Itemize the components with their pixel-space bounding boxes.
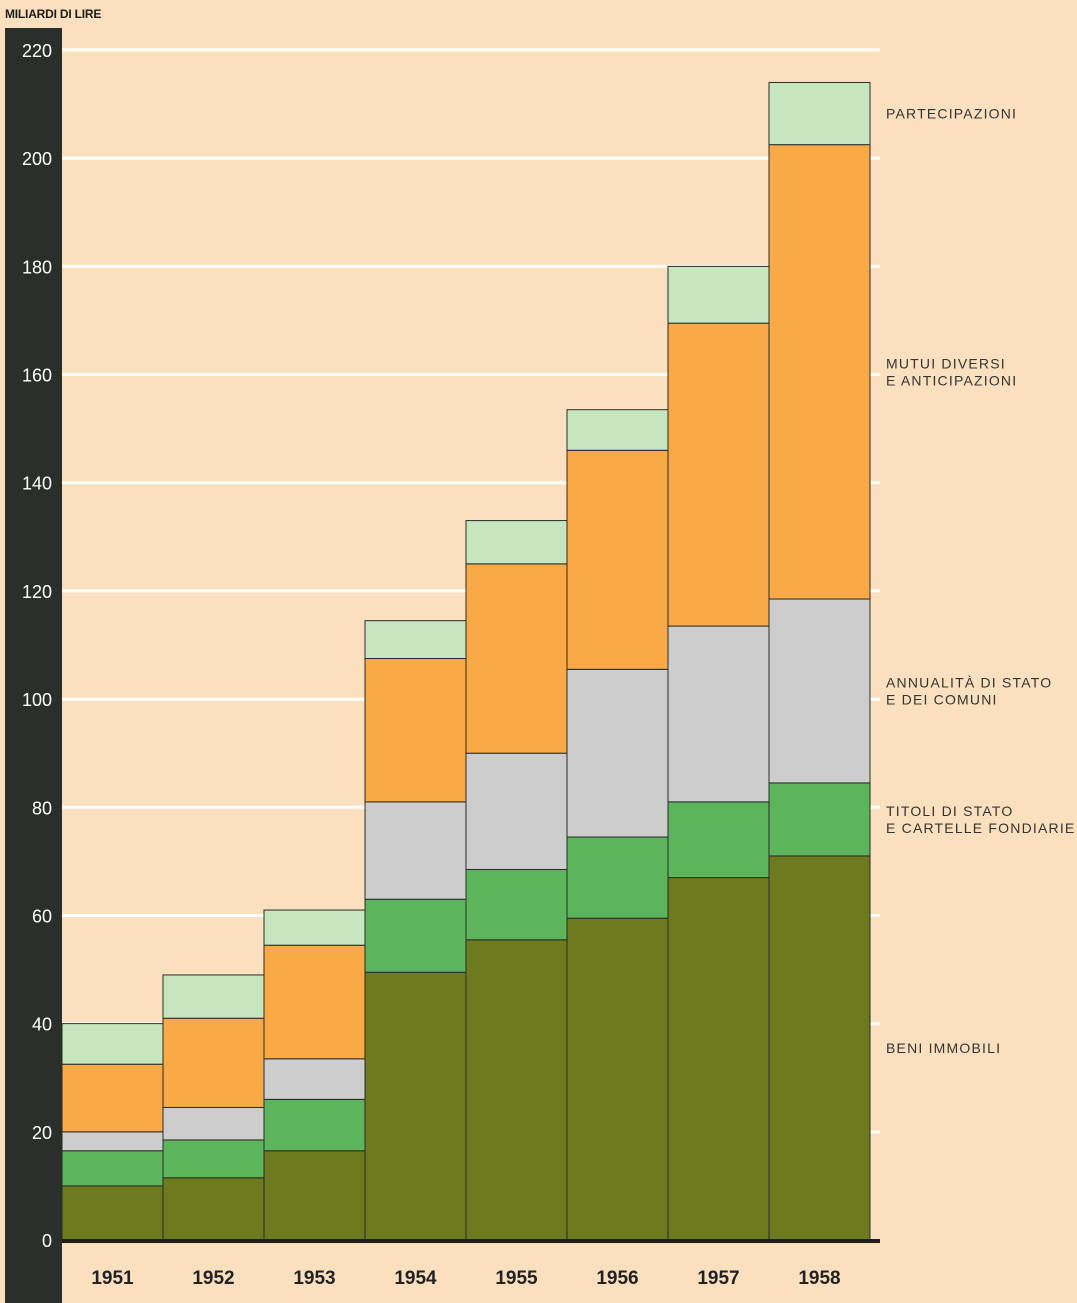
x-tick-label-1955: 1955 <box>495 1268 538 1289</box>
bar-1953-mutui-diversi-e-anticipazioni <box>263 944 366 1060</box>
bar-1951-partecipazioni <box>61 1023 164 1065</box>
legend: BENI IMMOBILI TITOLI DI STATO E CARTELLE F… <box>886 106 1075 1056</box>
bar-1954-titoli-di-stato-e-cartelle-fondiarie <box>364 898 467 973</box>
bar-1954-partecipazioni <box>364 620 467 660</box>
bar-1958-partecipazioni <box>768 81 871 146</box>
bar-1951-mutui-diversi-e-anticipazioni <box>61 1063 164 1133</box>
x-tick-labels: 1951 1952 1953 1954 1955 1956 1957 1958 <box>91 1268 840 1289</box>
bar-1951-beni-immobili <box>61 1185 164 1241</box>
legend-beni-immobili: BENI IMMOBILI <box>886 1040 1001 1056</box>
bar-1952-partecipazioni <box>162 974 265 1019</box>
bar-1958-annualita-di-stato-e-dei-comuni <box>768 598 871 784</box>
bar-1957-beni-immobili <box>667 877 770 1241</box>
bar-1957-titoli-di-stato-e-cartelle-fondiarie <box>667 801 770 879</box>
x-tick-label-1956: 1956 <box>596 1268 638 1289</box>
x-tick-label-1951: 1951 <box>91 1268 134 1289</box>
x-tick-label-1957: 1957 <box>697 1268 739 1289</box>
bar-1957-partecipazioni <box>667 265 770 324</box>
bar-1953-annualita-di-stato-e-dei-comuni <box>263 1058 366 1100</box>
bar-1957-annualita-di-stato-e-dei-comuni <box>667 625 770 803</box>
bar-1953-partecipazioni <box>263 909 366 946</box>
bar-1955-mutui-diversi-e-anticipazioni <box>465 563 568 754</box>
legend-titoli-di-stato-e-cartelle-fondiarie: TITOLI DI STATO E CARTELLE FONDIARIE <box>886 803 1075 836</box>
y-tick-labels: 0 20 40 60 80 100 120 140 160 180 200 220 <box>22 41 52 1251</box>
bar-1952-titoli-di-stato-e-cartelle-fondiarie <box>162 1139 265 1179</box>
bar-1958-titoli-di-stato-e-cartelle-fondiarie <box>768 782 871 857</box>
x-tick-label-1952: 1952 <box>192 1268 234 1289</box>
bar-1958-mutui-diversi-e-anticipazioni <box>768 144 871 600</box>
legend-partecipazioni: PARTECIPAZIONI <box>886 106 1017 122</box>
bar-1955-beni-immobili <box>465 939 568 1241</box>
y-tick-label-200: 200 <box>22 149 52 169</box>
bar-1954-mutui-diversi-e-anticipazioni <box>364 658 467 803</box>
bar-1952-mutui-diversi-e-anticipazioni <box>162 1017 265 1108</box>
bar-1955-titoli-di-stato-e-cartelle-fondiarie <box>465 868 568 941</box>
bar-1955-annualita-di-stato-e-dei-comuni <box>465 752 568 870</box>
x-tick-label-1953: 1953 <box>293 1268 335 1289</box>
x-tick-label-1958: 1958 <box>798 1268 840 1289</box>
y-tick-label-100: 100 <box>22 690 52 710</box>
bar-1956-partecipazioni <box>566 409 669 451</box>
y-tick-label-60: 60 <box>32 906 52 926</box>
y-tick-label-220: 220 <box>22 41 52 61</box>
y-tick-label-160: 160 <box>22 366 52 386</box>
bar-1954-beni-immobili <box>364 971 467 1241</box>
bar-1954-annualita-di-stato-e-dei-comuni <box>364 801 467 900</box>
x-tick-label-1954: 1954 <box>394 1268 437 1289</box>
bar-1958-beni-immobili <box>768 855 871 1241</box>
bar-1956-annualita-di-stato-e-dei-comuni <box>566 668 669 838</box>
bar-1953-beni-immobili <box>263 1150 366 1241</box>
bars <box>61 81 871 1241</box>
y-tick-label-180: 180 <box>22 257 52 277</box>
y-tick-label-120: 120 <box>22 582 52 602</box>
y-axis-unit-label: MILIARDI DI LIRE <box>5 7 102 21</box>
y-tick-label-20: 20 <box>32 1123 52 1143</box>
bar-1951-annualita-di-stato-e-dei-comuni <box>61 1131 164 1152</box>
bar-1952-beni-immobili <box>162 1177 265 1241</box>
bar-1953-titoli-di-stato-e-cartelle-fondiarie <box>263 1098 366 1152</box>
y-axis-band <box>5 28 62 1303</box>
legend-mutui-diversi-e-anticipazioni: MUTUI DIVERSI E ANTICIPAZIONI <box>886 355 1017 388</box>
bar-1957-mutui-diversi-e-anticipazioni <box>667 322 770 627</box>
bar-1956-titoli-di-stato-e-cartelle-fondiarie <box>566 836 669 919</box>
bar-1952-annualita-di-stato-e-dei-comuni <box>162 1106 265 1141</box>
y-tick-label-140: 140 <box>22 474 52 494</box>
bar-1956-mutui-diversi-e-anticipazioni <box>566 449 669 670</box>
bar-1956-beni-immobili <box>566 917 669 1241</box>
y-tick-label-80: 80 <box>32 798 52 818</box>
y-tick-label-40: 40 <box>32 1015 52 1035</box>
legend-annualita-di-stato-e-dei-comuni: ANNUALITÀ DI STATO E DEI COMUNI <box>886 674 1052 707</box>
y-tick-label-0: 0 <box>42 1231 52 1251</box>
bar-1955-partecipazioni <box>465 520 568 565</box>
bar-1951-titoli-di-stato-e-cartelle-fondiarie <box>61 1150 164 1187</box>
